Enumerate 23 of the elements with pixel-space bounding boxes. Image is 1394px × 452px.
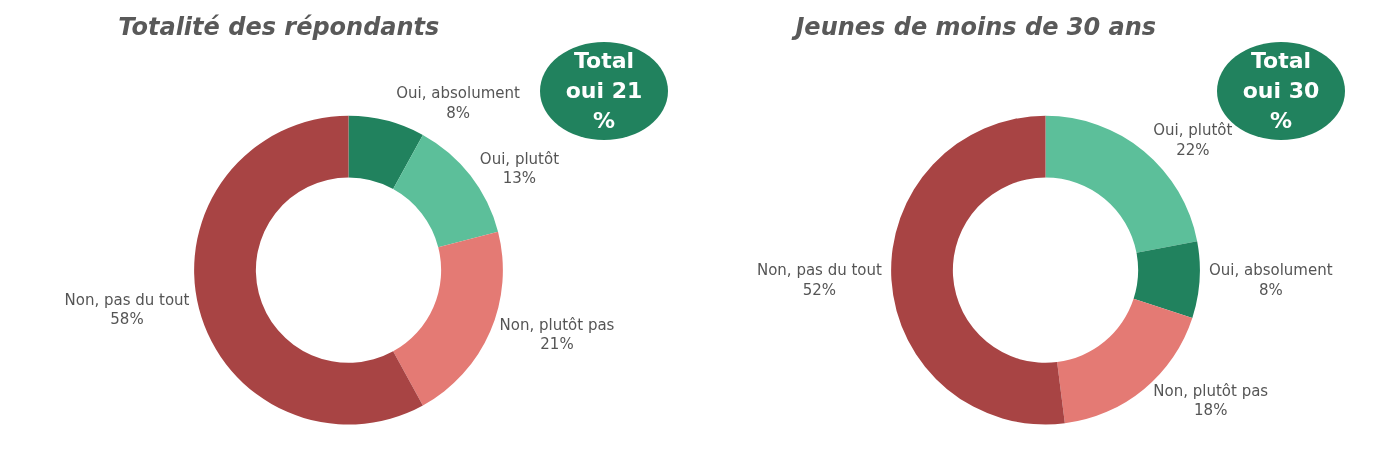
donut-slice <box>891 115 1065 425</box>
slice-label: Non, plutôt pas <box>1153 381 1269 400</box>
slice-label: Non, pas du tout <box>64 290 190 309</box>
slice-label: Oui, absolument <box>1208 261 1333 280</box>
slice-label: Non, pas du tout <box>756 261 883 280</box>
donut-slice <box>348 115 423 190</box>
chart-title: Jeunes de moins de 30 ans <box>791 12 1157 41</box>
data-label: 58% <box>110 310 144 329</box>
donut-slice <box>1133 241 1200 318</box>
donut-slice <box>194 115 423 425</box>
data-label: 8% <box>446 103 470 122</box>
chart-title: Totalité des répondants <box>118 12 440 41</box>
data-label: 21% <box>540 335 574 354</box>
data-label: 52% <box>802 280 837 299</box>
data-label: 18% <box>1194 401 1228 420</box>
data-label: 22% <box>1176 140 1210 159</box>
data-label: 13% <box>502 169 537 188</box>
data-label: 8% <box>1258 280 1283 299</box>
slice-label: Non, plutôt pas <box>499 315 615 334</box>
slice-label: Oui, plutôt <box>479 149 560 168</box>
slice-label: Oui, absolument <box>396 84 521 103</box>
donut-slice <box>393 231 503 406</box>
donut-slice <box>1057 298 1193 424</box>
